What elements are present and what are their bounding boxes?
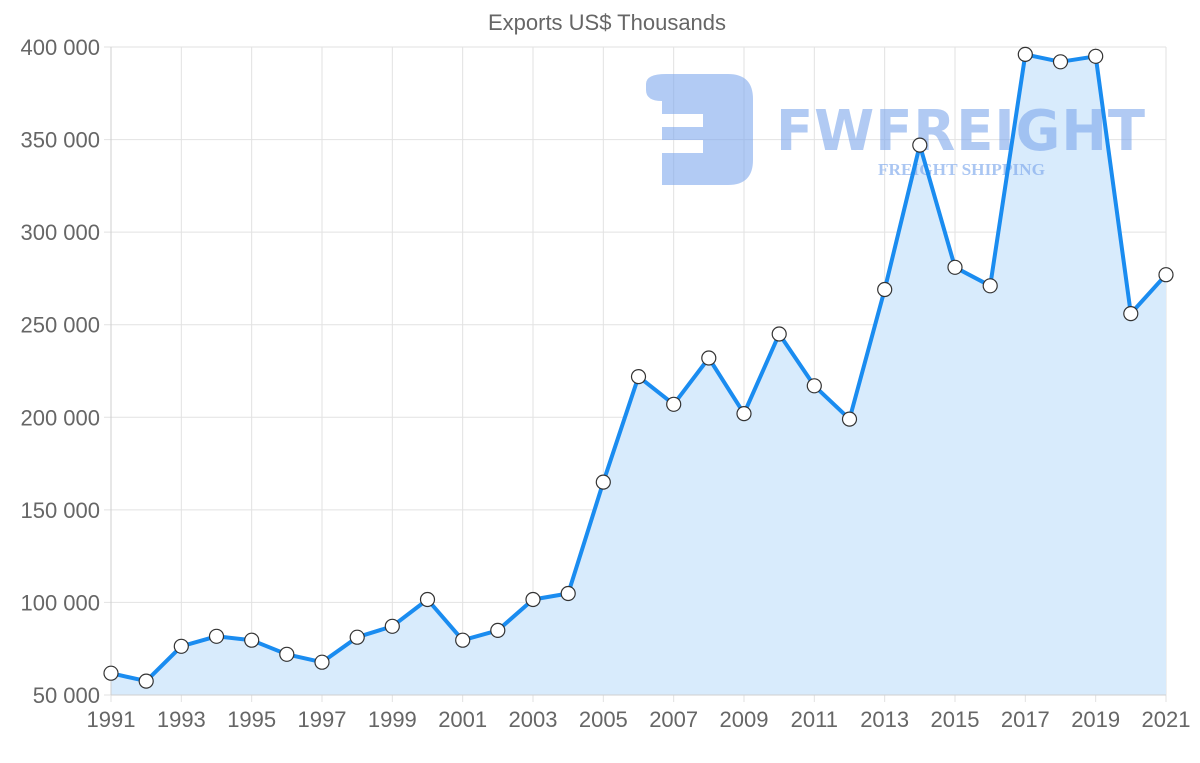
data-point[interactable] [455, 632, 471, 648]
x-tick-label: 1993 [157, 707, 206, 732]
data-point[interactable] [877, 281, 893, 298]
data-point[interactable] [666, 396, 682, 412]
data-point[interactable] [419, 591, 436, 608]
y-tick-label: 400 000 [20, 35, 100, 60]
area-fill [111, 54, 1166, 695]
data-points [103, 46, 1174, 689]
y-axis-tick-labels: 50 000 100 000 150 000 200 000 250 000 300 00… [20, 35, 100, 708]
data-point[interactable] [771, 326, 787, 342]
x-tick-label: 2011 [791, 707, 838, 732]
fw-logo-icon [646, 74, 753, 185]
x-tick-label: 2003 [509, 707, 558, 732]
data-point[interactable] [314, 654, 330, 670]
data-point[interactable] [1158, 267, 1174, 283]
data-point[interactable] [349, 629, 365, 645]
x-tick-label: 2015 [931, 707, 980, 732]
data-point[interactable] [1052, 54, 1069, 70]
x-tick-label: 2013 [860, 707, 909, 732]
data-point[interactable] [103, 665, 119, 681]
data-point[interactable] [1123, 306, 1139, 322]
x-tick-label: 1995 [227, 707, 276, 732]
x-tick-label: 1991 [87, 707, 136, 732]
data-point[interactable] [736, 406, 752, 422]
data-point[interactable] [173, 638, 189, 654]
data-point[interactable] [1017, 46, 1033, 63]
data-point[interactable] [806, 378, 822, 394]
data-point[interactable] [560, 585, 576, 602]
y-tick-label: 50 000 [33, 683, 100, 708]
x-tick-label: 2009 [720, 707, 769, 732]
x-tick-label: 2021 [1142, 707, 1191, 732]
data-point[interactable] [208, 628, 225, 644]
data-point[interactable] [490, 622, 506, 639]
x-tick-label: 2019 [1071, 707, 1120, 732]
data-point[interactable] [912, 137, 928, 153]
data-point[interactable] [595, 474, 611, 490]
y-tick-label: 250 000 [20, 313, 100, 338]
data-point[interactable] [982, 278, 998, 294]
data-point[interactable] [244, 632, 260, 648]
watermark-tagline: FREIGHT SHIPPING [878, 160, 1045, 179]
x-tick-label: 2007 [649, 707, 698, 732]
x-tick-label: 2017 [1001, 707, 1050, 732]
x-tick-label: 2001 [438, 707, 487, 732]
data-point[interactable] [279, 646, 295, 662]
y-tick-label: 350 000 [20, 128, 100, 153]
y-tick-label: 300 000 [20, 220, 100, 245]
x-tick-label: 1999 [368, 707, 417, 732]
data-point[interactable] [138, 673, 154, 689]
data-point[interactable] [525, 591, 541, 608]
watermark-brand: FWFREIGHT [776, 99, 1146, 164]
y-tick-label: 100 000 [20, 590, 100, 615]
data-point[interactable] [630, 369, 647, 385]
x-tick-label: 1997 [298, 707, 347, 732]
data-point[interactable] [384, 618, 400, 634]
data-point[interactable] [701, 350, 717, 366]
watermark-logo: FWFREIGHT FREIGHT SHIPPING [646, 74, 1146, 185]
y-tick-label: 150 000 [20, 498, 100, 523]
x-axis-tick-labels: 1991 1993 1995 1997 1999 2001 2003 2005 2007 2009… [87, 707, 1191, 732]
data-point[interactable] [1088, 48, 1104, 64]
y-tick-label: 200 000 [20, 405, 100, 430]
data-point[interactable] [841, 411, 858, 427]
data-point[interactable] [947, 259, 963, 275]
x-tick-label: 2005 [579, 707, 628, 732]
chart-title: Exports US$ Thousands [488, 10, 726, 35]
